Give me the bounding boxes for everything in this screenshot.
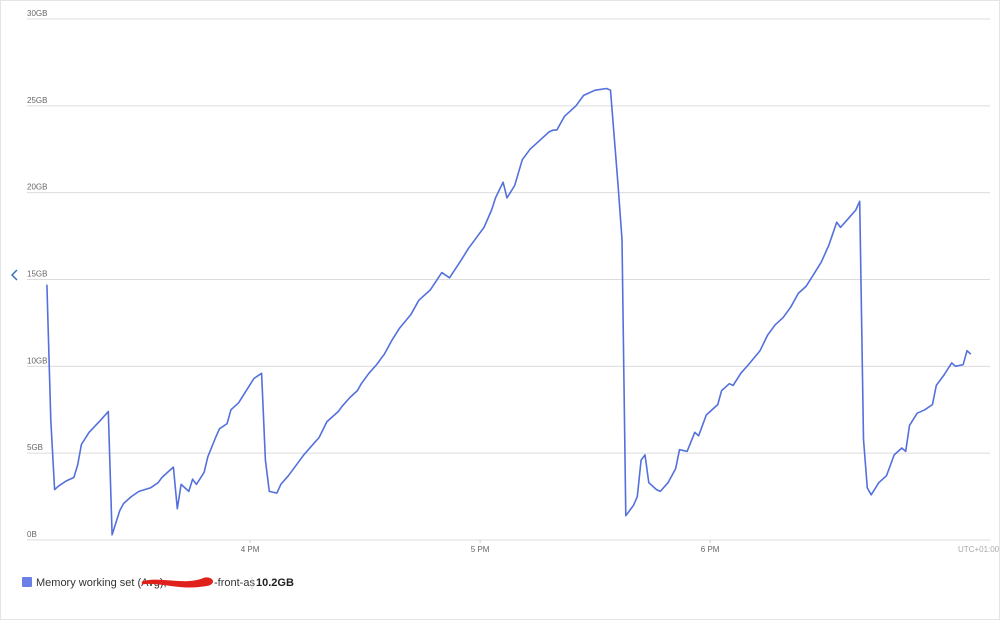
x-tick-label: 6 PM [701, 545, 720, 554]
y-tick-label: 5GB [27, 443, 43, 452]
legend-label[interactable]: Memory working set (Avg), [36, 577, 167, 589]
y-tick-label: 10GB [27, 356, 47, 365]
legend-value: 10.2GB [256, 577, 294, 589]
legend-swatch [22, 577, 32, 587]
y-tick-label: 15GB [27, 270, 47, 279]
legend-resource: -front-as [214, 577, 255, 589]
y-tick-label: 25GB [27, 96, 47, 105]
y-tick-label: 30GB [27, 9, 47, 18]
series-line [46, 87, 972, 536]
x-tick-label: 4 PM [241, 545, 260, 554]
collapse-chevron[interactable] [10, 269, 18, 281]
redaction [141, 577, 213, 588]
y-tick-label: 0B [27, 530, 37, 539]
y-tick-label: 20GB [27, 183, 47, 192]
timezone-label: UTC+01:00 [958, 545, 1000, 554]
x-tick-label: 5 PM [471, 545, 490, 554]
